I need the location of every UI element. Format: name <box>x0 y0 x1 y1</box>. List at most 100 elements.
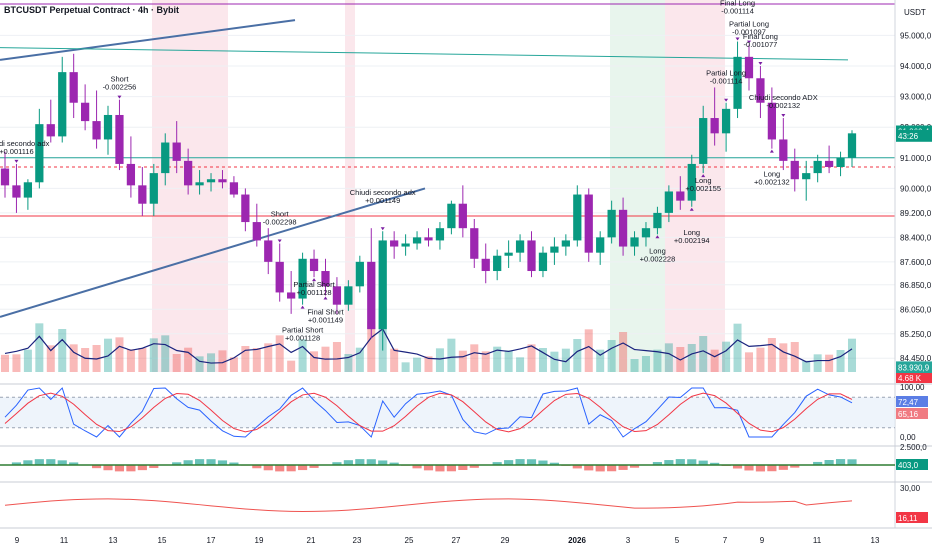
volume-bar <box>435 348 444 372</box>
macd-histogram-bar <box>607 465 617 472</box>
volume-bar <box>252 348 261 372</box>
candle-body <box>229 182 239 195</box>
candle-body <box>584 194 593 253</box>
volume-bar <box>161 335 170 372</box>
signal-value: +0.002155 <box>685 184 721 193</box>
signal-value: +0.002228 <box>640 254 676 263</box>
signal-value: -0.001114 <box>710 77 743 86</box>
candle-body <box>184 160 193 186</box>
signal-value: -0.002132 <box>766 101 800 110</box>
signal-label: Long <box>683 228 700 237</box>
signal-label: Short <box>271 209 290 218</box>
candle-body <box>401 243 410 247</box>
macd-histogram-bar <box>595 465 605 472</box>
macd-histogram-bar <box>652 462 662 466</box>
volume-bar <box>722 341 731 372</box>
price-tick-label: 86.850,0 <box>900 281 932 290</box>
time-tick-label: 29 <box>501 536 510 545</box>
macd-histogram-bar <box>263 465 273 471</box>
time-tick-label: 15 <box>158 536 167 545</box>
volume-bar <box>561 348 570 372</box>
macd-histogram-bar <box>172 462 182 466</box>
macd-histogram-bar <box>778 465 788 470</box>
macd-histogram-bar <box>11 462 22 466</box>
macd-histogram-bar <box>275 465 285 472</box>
volume-bar <box>527 344 536 372</box>
time-tick-label: 11 <box>60 536 69 545</box>
price-axis-bg <box>895 0 932 550</box>
volume-bar <box>298 339 307 372</box>
signal-value: +0.001149 <box>365 196 400 205</box>
candle-body <box>309 258 319 272</box>
candle-body <box>641 228 651 238</box>
macd-histogram-bar <box>366 459 376 466</box>
volume-bar <box>115 337 124 372</box>
volume-bar <box>126 349 135 372</box>
candle-body <box>367 261 376 330</box>
price-tick-label: 84.450,0 <box>900 354 932 363</box>
candle-body <box>344 286 353 305</box>
volume-bar <box>287 360 296 372</box>
signal-arrow <box>701 174 706 178</box>
candle-body <box>103 114 113 140</box>
candle-body <box>378 240 387 330</box>
signal-value: -0.001097 <box>732 28 766 37</box>
macd-histogram-bar <box>538 460 548 466</box>
macd-badge <box>896 459 928 470</box>
chart-title: BTCUSDT Perpetual Contract · 4h · Bybit <box>4 5 180 15</box>
time-tick-label: 7 <box>723 536 728 545</box>
trendline-lower <box>0 187 426 318</box>
signal-value: -0.001077 <box>744 40 778 49</box>
macd-histogram-bar <box>252 465 262 469</box>
time-tick-label: 5 <box>675 536 680 545</box>
candle-body <box>0 168 10 186</box>
macd-tick-label: 2.500,0 <box>900 443 927 452</box>
volume-bar <box>58 329 67 372</box>
macd-histogram-bar <box>389 462 399 466</box>
volume-bar <box>493 346 502 372</box>
candle-body <box>35 124 44 183</box>
candle-body <box>92 121 101 140</box>
signal-label: Long <box>764 170 781 179</box>
candle-body <box>618 209 628 247</box>
time-tick-label: 11 <box>813 536 822 545</box>
volume-bar <box>481 351 490 372</box>
macd-histogram-bar <box>103 465 113 471</box>
stoch-k-line <box>4 387 853 438</box>
candle-body <box>527 240 536 272</box>
volume-bar <box>229 357 238 372</box>
candle-body <box>412 237 422 244</box>
volume-bar <box>0 354 10 372</box>
signal-value: +0.001116 <box>0 147 34 156</box>
signal-label: Long <box>695 176 712 185</box>
macd-histogram-bar <box>91 465 102 469</box>
volume-bar <box>149 338 158 372</box>
candle-body <box>493 255 502 272</box>
stoch-k-value: 72,47 <box>898 398 919 407</box>
time-tick-label: 19 <box>255 536 264 545</box>
candle-body <box>195 182 204 186</box>
stoch-d-badge <box>896 408 928 419</box>
volume-bar <box>23 349 32 372</box>
candle-body <box>435 228 445 241</box>
price-badge <box>896 361 932 374</box>
candle-body <box>81 102 90 122</box>
volume-bar <box>653 349 662 372</box>
candle-body <box>699 118 708 164</box>
signal-label: Final Long <box>720 0 755 8</box>
candle-body <box>504 252 513 256</box>
volume-bar <box>35 323 44 372</box>
macd-histogram-bar <box>46 459 56 466</box>
price-tick-label: 90.000,0 <box>900 184 932 193</box>
macd-histogram-bar <box>469 465 479 468</box>
candle-body <box>733 56 742 109</box>
signal-label: Long <box>649 246 666 255</box>
price-tick-label: 86.050,0 <box>900 305 932 314</box>
signal-value: +0.002132 <box>754 178 790 187</box>
candle-body <box>573 194 582 241</box>
signal-arrow <box>746 40 751 44</box>
candle-body <box>836 157 845 167</box>
candle-body <box>813 160 822 174</box>
